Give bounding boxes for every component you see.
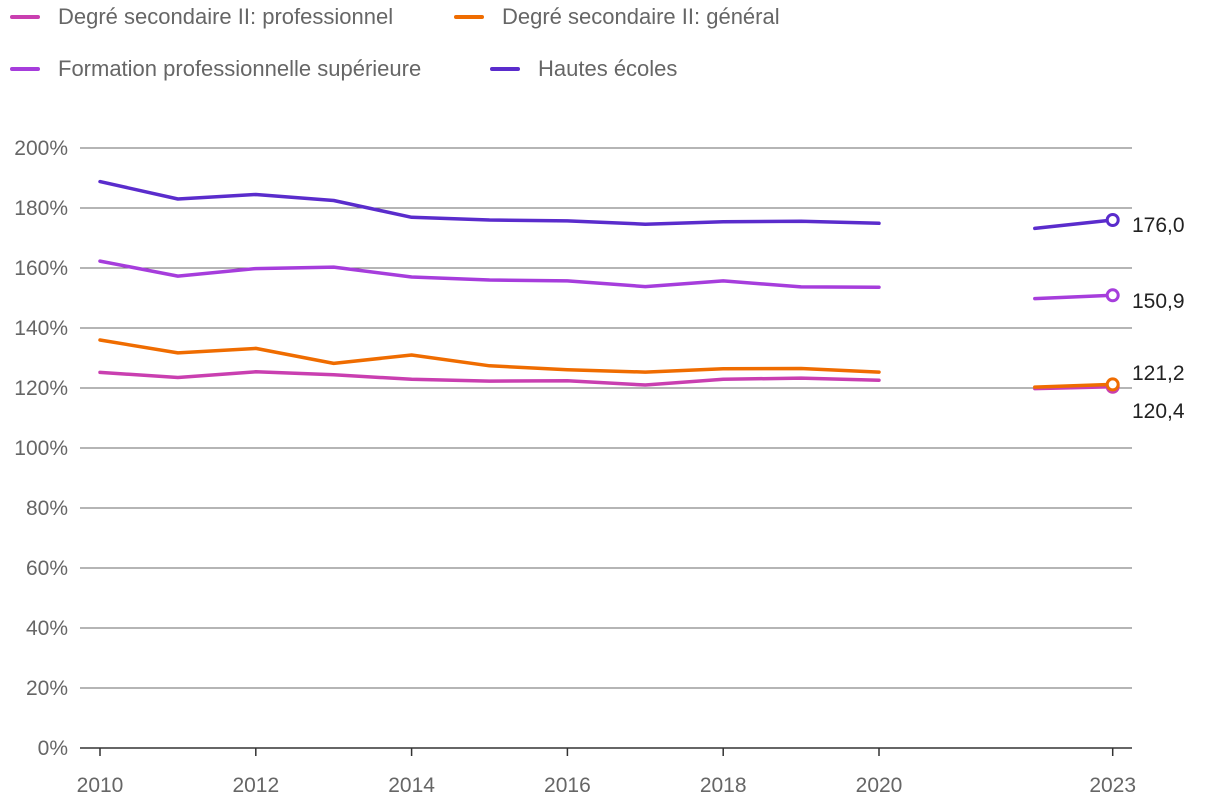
end-markers: 120,4 121,2 150,9 176,0: [1105, 213, 1185, 423]
series-line: [98, 338, 881, 374]
y-tick-label: 80%: [26, 497, 68, 520]
x-axis: 2010 2012 2014 2016 2018 2020 2023: [77, 748, 1136, 797]
series-lines: [98, 179, 1115, 391]
x-tick-label: 2018: [700, 774, 747, 797]
y-tick-label: 60%: [26, 557, 68, 580]
legend-swatch-hautes-ecoles: [490, 67, 520, 71]
end-value-label: 176,0: [1132, 214, 1185, 237]
end-marker: [1105, 377, 1120, 392]
legend-label-formation-superieure: Formation professionnelle supérieure: [58, 56, 422, 81]
y-axis-ticks: 0% 20% 40% 60% 80% 100% 120% 140% 160% 180% 200%: [14, 137, 68, 760]
y-tick-label: 120%: [14, 377, 68, 400]
series-line-recent: [1033, 293, 1115, 301]
series-line-recent: [1033, 382, 1115, 389]
end-value-label: 150,9: [1132, 290, 1185, 313]
x-tick-label: 2012: [232, 774, 279, 797]
x-tick-label: 2014: [388, 774, 435, 797]
legend-swatch-general: [454, 15, 484, 19]
legend-item-general: Degré secondaire II: général: [454, 4, 780, 30]
x-tick-label: 2023: [1089, 774, 1136, 797]
series-line-recent: [1033, 218, 1115, 231]
x-tick-label: 2016: [544, 774, 591, 797]
legend-item-formation-superieure: Formation professionnelle supérieure: [10, 56, 421, 82]
y-tick-label: 40%: [26, 617, 68, 640]
series-line: [98, 259, 881, 289]
legend-item-hautes-ecoles: Hautes écoles: [490, 56, 677, 82]
y-tick-label: 140%: [14, 317, 68, 340]
y-tick-label: 180%: [14, 197, 68, 220]
legend-swatch-formation-superieure: [10, 67, 40, 71]
end-marker: [1105, 213, 1120, 227]
legend-label-professionnel: Degré secondaire II: professionnel: [58, 4, 394, 29]
end-value-label: 120,4: [1132, 400, 1185, 423]
legend-label-hautes-ecoles: Hautes écoles: [538, 56, 678, 81]
end-marker: [1105, 288, 1120, 303]
legend-swatch-professionnel: [10, 15, 40, 19]
series-line: [98, 179, 881, 226]
x-tick-label: 2020: [856, 774, 903, 797]
y-tick-label: 160%: [14, 257, 68, 280]
end-value-label: 121,2: [1132, 362, 1185, 385]
series-line: [98, 370, 881, 387]
y-tick-label: 20%: [26, 677, 68, 700]
legend-label-general: Degré secondaire II: général: [502, 4, 780, 29]
legend-item-professionnel: Degré secondaire II: professionnel: [10, 4, 393, 30]
y-tick-label: 200%: [14, 137, 68, 160]
x-tick-label: 2010: [77, 774, 124, 797]
y-tick-label: 100%: [14, 437, 68, 460]
grid-lines: [80, 147, 1132, 749]
legend: Degré secondaire II: professionnel Degré…: [0, 0, 1220, 100]
y-tick-label: 0%: [38, 737, 68, 760]
